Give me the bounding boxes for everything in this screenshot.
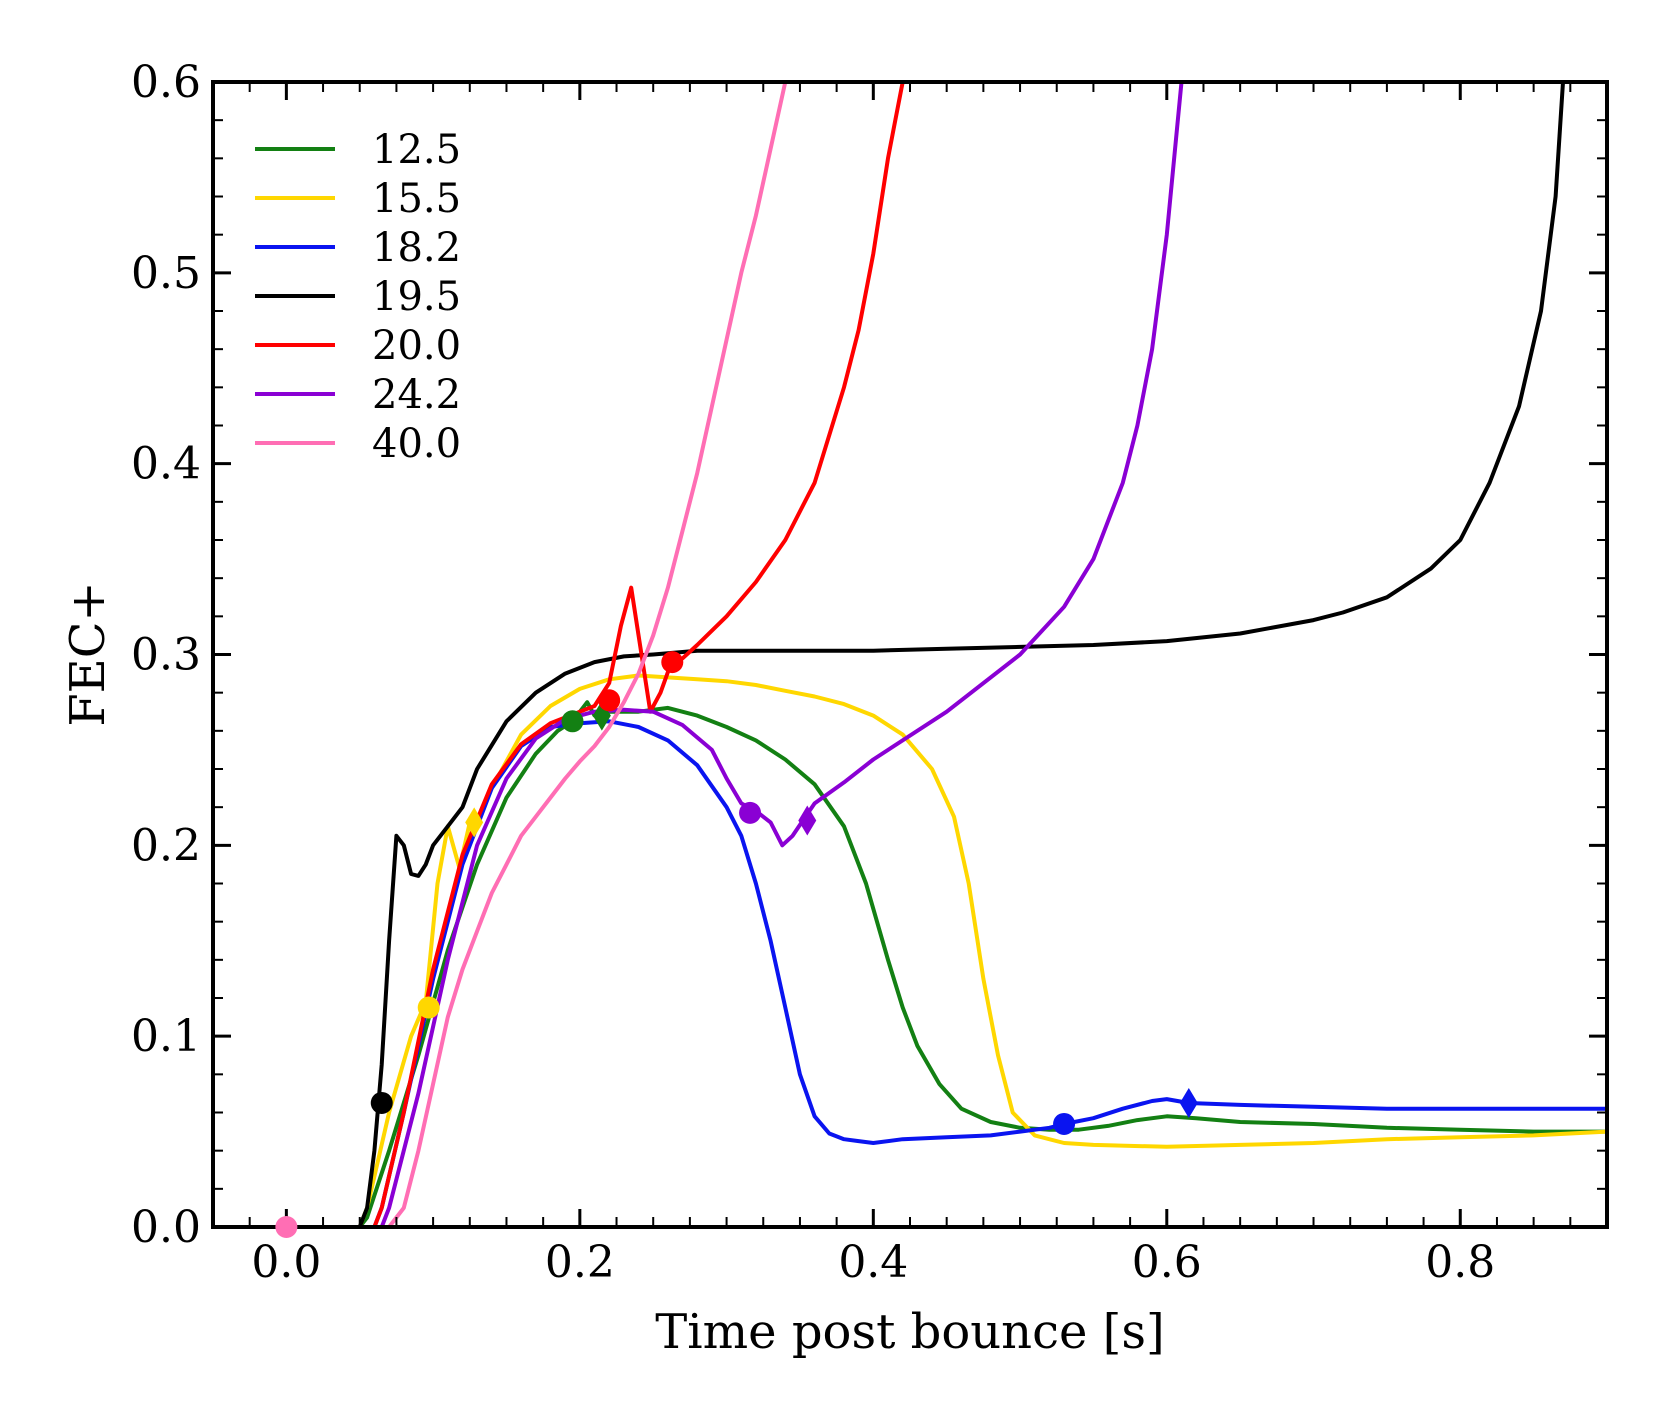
marker-circle-40-0 xyxy=(275,1216,298,1238)
marker-circle-15-5 xyxy=(417,996,440,1019)
x-tick-label: 0.4 xyxy=(838,1237,908,1288)
marker-circle-19-5 xyxy=(370,1091,393,1114)
y-tick-label: 0.1 xyxy=(131,1011,201,1062)
series-layer xyxy=(284,82,1607,1227)
series-line-19-5 xyxy=(284,82,1565,1227)
legend-label-20-0: 20.0 xyxy=(372,323,461,369)
y-tick-label: 0.4 xyxy=(131,439,201,490)
legend-label-12-5: 12.5 xyxy=(372,127,461,173)
marker-circle-20-0 xyxy=(598,689,621,712)
legend-label-40-0: 40.0 xyxy=(372,421,461,467)
legend-label-18-2: 18.2 xyxy=(372,225,461,271)
marker-circle-12-5 xyxy=(561,710,584,733)
legend-label-19-5: 19.5 xyxy=(372,274,461,320)
marker-circle-18-2 xyxy=(1053,1112,1076,1135)
marker-circle-24-2 xyxy=(739,801,762,824)
legend-label-24-2: 24.2 xyxy=(372,372,461,418)
y-tick-label: 0.3 xyxy=(131,630,201,681)
x-axis-label: Time post bounce [s] xyxy=(655,1304,1164,1360)
series-line-40-0 xyxy=(284,82,788,1227)
marker-diamond-15-5 xyxy=(465,807,484,838)
legend-label-15-5: 15.5 xyxy=(372,176,461,222)
legend: 12.515.518.219.520.024.240.0 xyxy=(255,127,461,467)
ticks-layer: 0.0 0.2 0.4 0.6 0.8 0.0 0.1 0.2 0.3 0.4 0.5 0.6 xyxy=(131,57,1608,1288)
marker-layer xyxy=(275,651,1198,1238)
x-tick-label: 0.6 xyxy=(1132,1237,1202,1288)
x-tick-label: 0.8 xyxy=(1425,1237,1495,1288)
marker-circle-20-0 xyxy=(661,651,684,674)
y-axis-label: FEC+ xyxy=(60,581,116,726)
y-tick-label: 0.5 xyxy=(131,248,201,299)
series-line-20-0 xyxy=(284,82,905,1227)
marker-diamond-18-2 xyxy=(1179,1087,1198,1118)
y-tick-label: 0.6 xyxy=(131,57,201,108)
x-tick-label: 0.0 xyxy=(251,1237,321,1288)
series-line-12-5 xyxy=(284,700,1607,1227)
series-line-15-5 xyxy=(284,673,1607,1227)
y-tick-label: 0.0 xyxy=(131,1202,201,1253)
x-tick-label: 0.2 xyxy=(545,1237,615,1288)
marker-diamond-24-2 xyxy=(798,805,817,836)
y-tick-label: 0.2 xyxy=(131,820,201,871)
